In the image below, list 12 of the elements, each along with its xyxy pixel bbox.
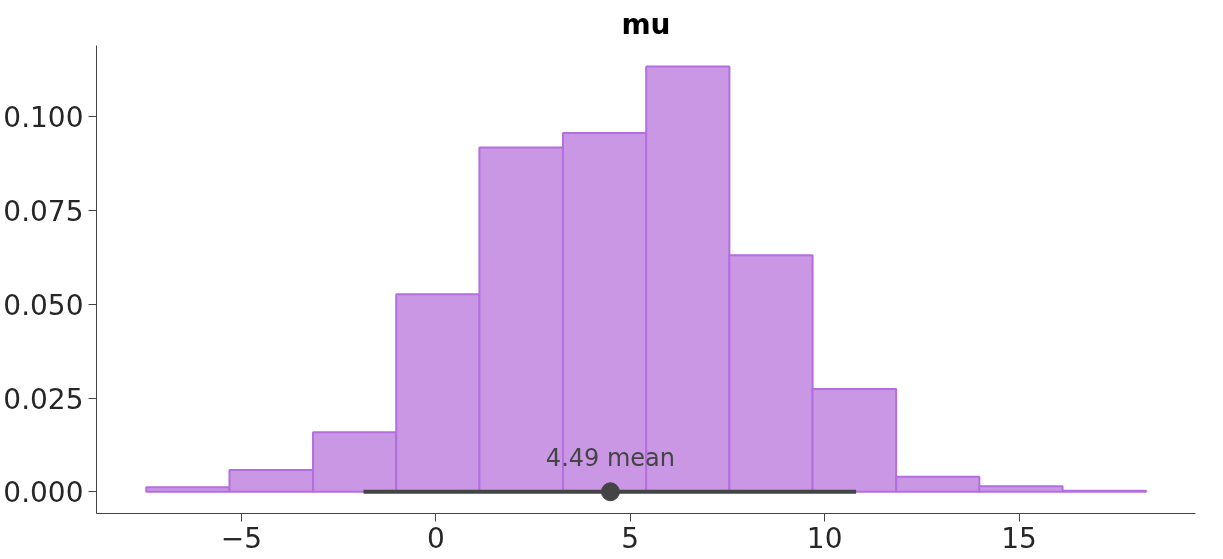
y-tick-label: 0.075 xyxy=(3,195,84,228)
y-tick-label: 0.000 xyxy=(3,476,84,510)
x-tick-label: 15 xyxy=(1001,521,1037,555)
chart-title: mu xyxy=(621,7,671,41)
x-tick-label: 5 xyxy=(621,521,640,555)
y-tick-label: 0.100 xyxy=(3,101,84,135)
y-tick-label: 0.025 xyxy=(3,382,84,416)
x-tick-label: −5 xyxy=(220,521,263,555)
x-tick-label: 0 xyxy=(426,521,445,555)
y-tick-label: 0.050 xyxy=(3,288,84,322)
annotation: 4.49 mean xyxy=(545,443,676,472)
x-tick-label: 10 xyxy=(806,521,843,555)
